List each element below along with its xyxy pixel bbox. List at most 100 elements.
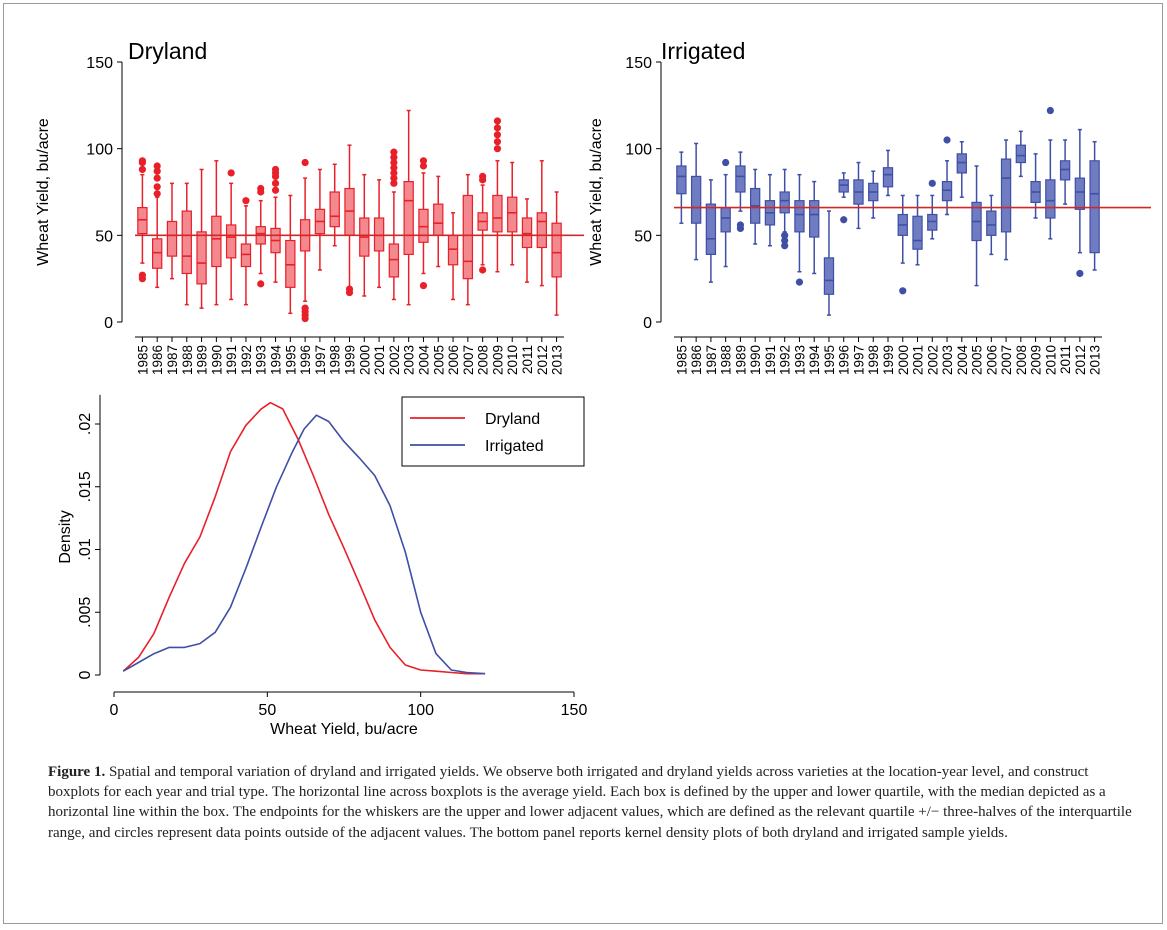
- x-tick-label: 1998: [866, 345, 881, 375]
- outlier-point: [301, 158, 309, 167]
- y-tick-label: 0: [643, 315, 652, 332]
- x-tick-label: 1985: [674, 345, 689, 375]
- outlier-point: [153, 174, 161, 182]
- box-2007: [462, 173, 474, 306]
- x-tick-label: 100: [407, 702, 434, 719]
- box-1988: [720, 158, 731, 268]
- box-2002: [388, 148, 400, 301]
- y-tick-label: 150: [625, 55, 652, 72]
- box-2004: [418, 157, 429, 290]
- outlier-point: [390, 179, 398, 187]
- box-2012: [536, 160, 547, 287]
- x-tick-label: 1988: [719, 345, 734, 375]
- box-iqr: [166, 220, 178, 257]
- box-2012: [1074, 128, 1086, 278]
- box-iqr: [462, 194, 474, 280]
- box-1992: [240, 197, 252, 306]
- outlier-point: [153, 190, 161, 198]
- outlier-point: [493, 124, 502, 132]
- outlier-point: [493, 138, 502, 146]
- outlier-point: [227, 169, 235, 177]
- outlier-point: [493, 131, 502, 139]
- outlier-point: [138, 271, 146, 279]
- box-2000: [359, 173, 370, 297]
- x-tick-label: 2004: [416, 345, 431, 376]
- x-tick-label: 2011: [1058, 345, 1073, 374]
- density-line-dryland: [122, 401, 486, 675]
- x-tick-label: 1999: [881, 345, 896, 375]
- box-1993: [794, 173, 805, 286]
- box-1992: [779, 168, 790, 250]
- box-iqr: [137, 207, 148, 235]
- x-tick-label: 2013: [1088, 345, 1103, 375]
- legend-box: [401, 396, 585, 467]
- box-1989: [196, 168, 207, 309]
- x-tick-label: 2002: [925, 345, 940, 375]
- outlier-point: [271, 186, 280, 194]
- box-2004: [956, 140, 967, 198]
- figure-caption: Figure 1. Spatial and temporal variation…: [48, 762, 1138, 843]
- x-tick-label: 0: [110, 702, 119, 719]
- box-1998: [868, 170, 879, 219]
- x-tick-label: 2005: [970, 345, 985, 375]
- x-tick-label: 1987: [165, 345, 180, 375]
- outlier-point: [781, 242, 789, 250]
- x-tick-label: 2003: [402, 345, 417, 375]
- box-iqr: [705, 203, 717, 255]
- y-tick-label: 0: [104, 315, 113, 332]
- legend-label: Irrigated: [485, 438, 544, 455]
- box-1994: [270, 165, 281, 283]
- x-tick-label: 2000: [357, 345, 372, 375]
- outlier-point: [390, 158, 398, 167]
- y-tick-label: .015: [77, 471, 94, 502]
- legend: Dryland Irrigated: [401, 396, 585, 467]
- box-iqr: [823, 257, 835, 295]
- caption-label: Figure 1.: [48, 764, 106, 780]
- x-tick-label: 1992: [778, 345, 793, 375]
- box-1986: [690, 142, 702, 261]
- outlier-point: [138, 165, 146, 174]
- box-iqr: [521, 217, 533, 249]
- box-iqr: [344, 187, 355, 236]
- box-2006: [986, 194, 997, 256]
- box-2002: [927, 179, 938, 240]
- y-tick-label: .01: [77, 538, 94, 560]
- x-tick-label: 1996: [298, 345, 313, 375]
- x-tick-label: 2005: [431, 345, 446, 375]
- box-iqr: [373, 217, 385, 252]
- y-axis-label: Wheat Yield, bu/acre: [35, 118, 52, 266]
- caption-text: Spatial and temporal variation of drylan…: [48, 764, 1132, 841]
- panel-title: Dryland: [128, 38, 207, 64]
- outlier-point: [242, 197, 250, 205]
- box-1991: [225, 169, 237, 301]
- outlier-point: [138, 157, 146, 165]
- outlier-point: [795, 278, 804, 286]
- figure-frame: Dryland 0 50 100 150 Wheat Yield, bu/acre 1985…: [3, 3, 1163, 924]
- box-1985: [137, 157, 148, 283]
- x-tick-label: 1994: [269, 345, 284, 376]
- box-2008: [477, 172, 488, 274]
- x-tick-label: 2001: [372, 345, 387, 375]
- x-tick-label: 2013: [550, 345, 565, 375]
- x-tick-label: 2004: [955, 345, 970, 376]
- x-tick-label: 2006: [446, 345, 461, 375]
- figure-chart: Dryland 0 50 100 150 Wheat Yield, bu/acre 1985…: [35, 38, 1151, 738]
- density-line-irrigated: [122, 414, 486, 675]
- box-iqr: [447, 234, 459, 266]
- box-2009: [1030, 153, 1041, 219]
- box-2008: [1015, 130, 1027, 178]
- outlier-point: [390, 174, 398, 182]
- x-tick-label: 2010: [1043, 345, 1058, 375]
- outlier-point: [271, 165, 280, 174]
- outlier-point: [479, 172, 487, 180]
- y-tick-label: .02: [77, 413, 94, 435]
- box-1999: [882, 149, 894, 197]
- box-iqr: [735, 165, 746, 193]
- box-iqr: [809, 200, 820, 238]
- outlier-point: [419, 282, 428, 290]
- box-iqr: [1015, 144, 1027, 164]
- box-1997: [853, 161, 864, 230]
- box-2010: [507, 161, 518, 266]
- outlier-point: [390, 169, 398, 177]
- outlier-point: [419, 162, 428, 170]
